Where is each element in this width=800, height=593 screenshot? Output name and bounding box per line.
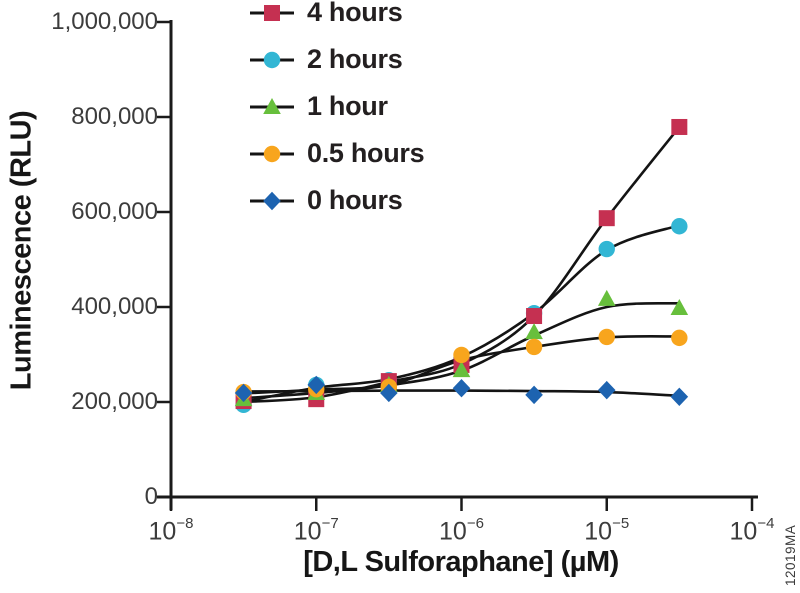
x-tick-base: 10 [584, 517, 613, 546]
circle-marker-icon [250, 145, 294, 162]
data-point-marker [671, 218, 688, 235]
data-point-marker [452, 379, 471, 398]
data-point-marker [525, 323, 543, 340]
legend-item-0.5-hours: 0.5 hours [250, 130, 425, 177]
x-axis-title: [D,L Sulforaphane] (µM) [303, 546, 619, 578]
x-tick-exponent: −5 [612, 515, 630, 532]
data-point-marker [671, 329, 688, 347]
circle-glyph [263, 51, 281, 68]
x-tick-label: 10−7 [261, 512, 371, 545]
x-tick-exponent: −4 [757, 515, 775, 532]
x-tick-exponent: −7 [321, 515, 339, 532]
data-point-marker [671, 118, 688, 135]
y-tick-label: 800,000 [71, 103, 158, 130]
y-tick-label: 600,000 [71, 198, 158, 225]
triangle-marker-icon [250, 97, 294, 114]
data-point-marker [670, 387, 689, 406]
data-point-marker [598, 240, 615, 258]
data-point-marker [597, 289, 616, 306]
data-point-marker [598, 328, 615, 346]
legend-label: 4 hours [307, 0, 403, 27]
data-point-marker [598, 210, 615, 227]
data-point-marker [380, 383, 398, 403]
diamond-glyph [263, 191, 281, 210]
data-point-marker [670, 298, 689, 315]
x-tick-label: 10−8 [116, 512, 226, 545]
data-point-marker [452, 361, 471, 378]
data-point-marker [525, 385, 543, 405]
circle-marker-icon [250, 51, 294, 68]
triangle-glyph [263, 97, 281, 114]
data-point-marker [234, 383, 253, 403]
diamond-marker-icon [250, 191, 294, 210]
data-point-marker [597, 380, 616, 400]
data-point-marker [526, 308, 543, 325]
legend-item-2-hours: 2 hours [250, 36, 424, 83]
legend-item-4-hours: 4 hours [250, 0, 424, 36]
data-point-marker [307, 375, 326, 395]
legend-label: 0.5 hours [307, 138, 425, 168]
y-tick-label: 200,000 [71, 388, 158, 415]
y-axis-title: Luminescence (RLU) [5, 110, 38, 391]
x-tick-base: 10 [439, 517, 467, 546]
x-tick-label: 10−5 [552, 512, 662, 545]
legend-item-1-hour: 1 hour [250, 83, 424, 130]
square-glyph [264, 4, 280, 21]
x-tick-label: 10−6 [407, 512, 517, 545]
x-tick-base: 10 [148, 517, 177, 546]
legend-label: 1 hour [307, 91, 388, 121]
x-tick-exponent: −6 [466, 515, 484, 532]
figure-watermark: 12019MA [783, 524, 798, 586]
x-tick-label: 10−4 [697, 512, 800, 545]
y-tick-label: 400,000 [71, 293, 158, 320]
data-point-marker [453, 346, 470, 364]
y-tick-label: 0 [144, 483, 158, 510]
legend-label: 2 hours [307, 44, 403, 74]
legend-label: 0 hours [307, 185, 403, 215]
x-tick-base: 10 [293, 517, 322, 546]
legend-item-0-hours: 0 hours [250, 177, 424, 224]
circle-glyph [263, 145, 281, 162]
x-tick-base: 10 [729, 517, 758, 546]
data-point-marker [525, 338, 543, 356]
y-tick-label: 1,000,000 [51, 8, 158, 35]
x-tick-exponent: −8 [176, 515, 194, 532]
legend: 4 hours 2 hours 1 hour 0.5 hours 0 hours [250, 0, 425, 224]
square-marker-icon [250, 4, 294, 21]
